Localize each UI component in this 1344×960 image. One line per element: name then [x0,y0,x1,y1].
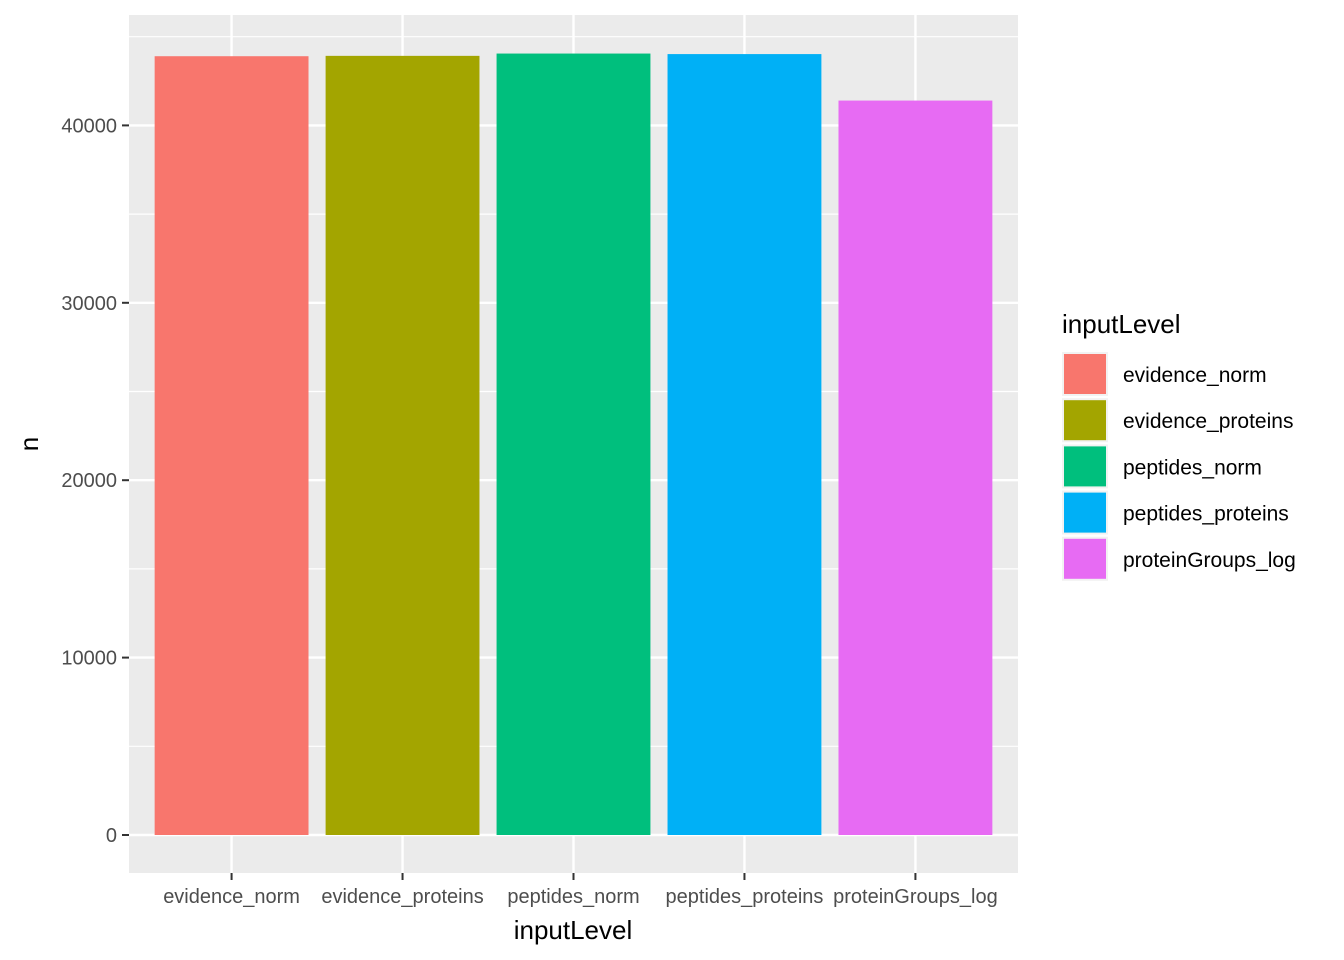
legend-swatch-peptides_norm [1064,446,1106,487]
legend-label: evidence_proteins [1123,410,1293,433]
x-tick-label: evidence_norm [163,886,300,908]
bar-evidence_proteins [325,55,480,836]
legend-swatch-evidence_proteins [1064,400,1106,441]
legend-title: inputLevel [1062,309,1181,339]
bar-proteinGroups_log [838,100,993,835]
y-tick-label: 30000 [61,293,117,315]
x-axis-title: inputLevel [514,915,633,945]
legend-label: peptides_proteins [1123,503,1289,526]
bars [154,53,993,836]
x-axis: evidence_norm evidence_proteins peptides_n… [163,873,998,908]
legend-swatch-evidence_norm [1064,354,1106,394]
legend-label: evidence_norm [1123,364,1267,387]
x-tick-label: evidence_proteins [321,886,483,908]
bar-peptides_norm [496,53,651,836]
legend: inputLevel evidence_norm evidence_protein… [1062,309,1296,581]
y-tick-label: 20000 [61,470,117,492]
x-tick-label: peptides_proteins [666,886,824,908]
y-axis-title: n [14,437,44,451]
bar-evidence_norm [154,56,309,836]
y-axis: 0 10000 20000 30000 40000 [61,115,129,847]
x-tick-label: proteinGroups_log [833,886,998,908]
legend-swatch-proteinGroups_log [1064,538,1106,579]
legend-label: proteinGroups_log [1123,549,1296,572]
y-tick-label: 0 [106,825,117,847]
bar-peptides_proteins [667,54,822,835]
legend-items: evidence_norm evidence_proteins peptides_n… [1062,352,1296,581]
y-tick-label: 40000 [61,115,117,137]
y-tick-label: 10000 [61,648,117,670]
legend-label: peptides_norm [1123,456,1262,479]
x-tick-label: peptides_norm [507,886,639,908]
legend-swatch-peptides_proteins [1064,492,1106,533]
